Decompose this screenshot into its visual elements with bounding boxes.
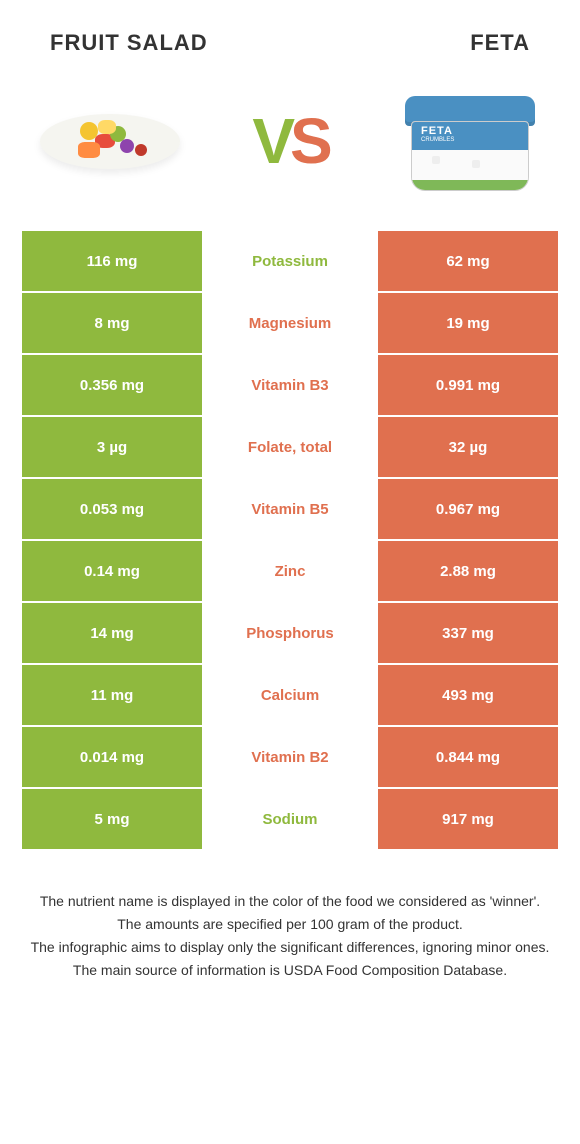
nutrient-label-cell: Calcium [202, 665, 378, 725]
nutrient-label-cell: Folate, total [202, 417, 378, 477]
right-value-cell: 337 mg [378, 603, 558, 663]
left-value-cell: 0.356 mg [22, 355, 202, 415]
table-row: 0.053 mgVitamin B50.967 mg [22, 479, 558, 539]
left-value-cell: 0.014 mg [22, 727, 202, 787]
right-value-cell: 917 mg [378, 789, 558, 849]
table-row: 8 mgMagnesium19 mg [22, 293, 558, 353]
left-value-cell: 0.053 mg [22, 479, 202, 539]
left-value-cell: 8 mg [22, 293, 202, 353]
right-value-cell: 2.88 mg [378, 541, 558, 601]
vs-v: V [252, 105, 290, 177]
images-row: VS FETA CRUMBLES [0, 56, 580, 231]
vs-label: VS [252, 104, 327, 178]
right-value-cell: 0.967 mg [378, 479, 558, 539]
footer-line: The main source of information is USDA F… [30, 960, 550, 981]
left-value-cell: 5 mg [22, 789, 202, 849]
vs-s: S [290, 105, 328, 177]
table-row: 0.014 mgVitamin B20.844 mg [22, 727, 558, 787]
comparison-table: 116 mgPotassium62 mg8 mgMagnesium19 mg0.… [0, 231, 580, 849]
right-value-cell: 32 µg [378, 417, 558, 477]
feta-brand-label: FETA [421, 125, 453, 137]
nutrient-label-cell: Vitamin B3 [202, 355, 378, 415]
nutrient-label-cell: Vitamin B5 [202, 479, 378, 539]
table-row: 11 mgCalcium493 mg [22, 665, 558, 725]
fruit-salad-image [30, 81, 190, 201]
right-value-cell: 493 mg [378, 665, 558, 725]
table-row: 5 mgSodium917 mg [22, 789, 558, 849]
footer-line: The infographic aims to display only the… [30, 937, 550, 958]
left-value-cell: 0.14 mg [22, 541, 202, 601]
table-row: 14 mgPhosphorus337 mg [22, 603, 558, 663]
nutrient-label-cell: Magnesium [202, 293, 378, 353]
feta-image: FETA CRUMBLES [390, 81, 550, 201]
header: FRUIT SALAD FETA [0, 0, 580, 56]
nutrient-label-cell: Phosphorus [202, 603, 378, 663]
right-value-cell: 0.991 mg [378, 355, 558, 415]
footer-notes: The nutrient name is displayed in the co… [0, 851, 580, 981]
left-value-cell: 11 mg [22, 665, 202, 725]
footer-line: The nutrient name is displayed in the co… [30, 891, 550, 912]
right-value-cell: 0.844 mg [378, 727, 558, 787]
left-food-title: FRUIT SALAD [50, 30, 208, 56]
right-value-cell: 62 mg [378, 231, 558, 291]
nutrient-label-cell: Sodium [202, 789, 378, 849]
right-food-title: FETA [470, 30, 530, 56]
table-row: 0.14 mgZinc2.88 mg [22, 541, 558, 601]
nutrient-label-cell: Zinc [202, 541, 378, 601]
feta-sub-label: CRUMBLES [421, 137, 454, 143]
right-value-cell: 19 mg [378, 293, 558, 353]
nutrient-label-cell: Potassium [202, 231, 378, 291]
table-row: 3 µgFolate, total32 µg [22, 417, 558, 477]
nutrient-label-cell: Vitamin B2 [202, 727, 378, 787]
left-value-cell: 116 mg [22, 231, 202, 291]
left-value-cell: 3 µg [22, 417, 202, 477]
footer-line: The amounts are specified per 100 gram o… [30, 914, 550, 935]
left-value-cell: 14 mg [22, 603, 202, 663]
table-row: 116 mgPotassium62 mg [22, 231, 558, 291]
table-row: 0.356 mgVitamin B30.991 mg [22, 355, 558, 415]
